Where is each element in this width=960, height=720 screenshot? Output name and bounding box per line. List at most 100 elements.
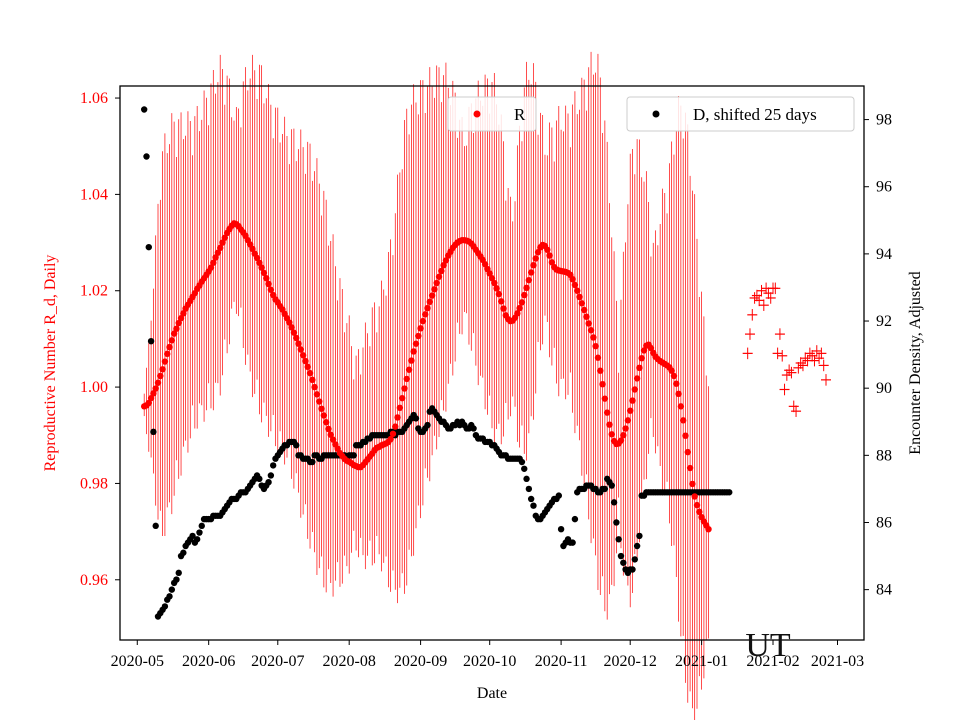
r-point <box>705 526 712 533</box>
r-point <box>327 431 334 438</box>
r-extended-point <box>774 328 785 340</box>
d-point <box>726 489 733 496</box>
legend-r: R <box>447 96 537 132</box>
d-point <box>615 536 622 543</box>
y-right-tick-label: 90 <box>876 380 892 397</box>
y-right-tick-label: 96 <box>876 179 892 196</box>
r-point <box>311 383 318 391</box>
r-extended-point <box>777 349 788 362</box>
d-point <box>569 539 576 546</box>
r-point <box>157 372 164 380</box>
x-tick-label: 2020-05 <box>111 653 164 670</box>
r-extended-point <box>820 374 831 386</box>
r-point <box>689 480 696 488</box>
r-point <box>670 372 678 380</box>
r-extended-point <box>754 294 765 307</box>
r-extended-point <box>779 383 790 396</box>
r-point <box>304 363 311 371</box>
y-left-tick-label: 1.06 <box>80 90 108 107</box>
legend-r-box <box>447 96 537 132</box>
r-point <box>295 340 302 347</box>
d-point <box>196 529 203 536</box>
y-left-axis-ticks: 0.96 0.98 1.00 1.02 1.04 1.06 <box>80 90 120 589</box>
d-point <box>140 106 148 113</box>
r-extended-point <box>786 366 797 379</box>
r-point <box>313 391 321 398</box>
r-point <box>587 327 595 334</box>
r-extended-point <box>788 400 799 413</box>
r-extended-point <box>797 359 808 372</box>
r-point <box>265 280 272 288</box>
r-point <box>594 354 602 361</box>
r-point <box>592 342 599 350</box>
r-extended-point <box>811 345 822 357</box>
r-point <box>500 305 507 312</box>
r-point <box>256 259 263 266</box>
r-extended-point <box>770 282 781 295</box>
r-point <box>622 425 629 432</box>
r-point <box>601 395 609 402</box>
r-point <box>403 375 410 383</box>
d-point <box>161 603 169 610</box>
r-point <box>576 293 583 301</box>
r-point <box>677 403 685 410</box>
y-left-tick-label: 0.98 <box>80 475 108 492</box>
r-point <box>159 366 166 373</box>
d-point <box>555 492 562 499</box>
d-point <box>267 472 275 479</box>
d-point <box>293 442 300 449</box>
legend-r-marker <box>473 110 481 118</box>
x-axis-label: Date <box>477 685 507 702</box>
series-r-points <box>140 220 712 533</box>
r-point <box>177 314 185 322</box>
x-tick-label: 2020-09 <box>394 653 447 670</box>
d-point <box>173 576 180 583</box>
r-point <box>647 344 655 352</box>
r-point <box>405 366 413 373</box>
r-point <box>401 385 408 392</box>
r-extended-point <box>772 347 783 360</box>
r-point <box>426 298 434 306</box>
d-point <box>617 552 625 560</box>
d-point <box>145 243 152 251</box>
r-point <box>288 324 295 331</box>
r-point <box>161 358 169 365</box>
d-point <box>571 515 579 523</box>
r-point <box>166 343 173 351</box>
r-point <box>302 357 309 365</box>
d-point <box>350 452 357 459</box>
d-point <box>180 549 187 556</box>
r-point <box>682 432 689 439</box>
r-point <box>603 409 611 416</box>
d-point <box>168 586 176 593</box>
x-tick-label: 2020-12 <box>604 653 657 670</box>
d-point <box>601 485 609 493</box>
r-point <box>299 352 307 359</box>
r-point <box>293 334 300 342</box>
r-extended-point <box>749 292 760 304</box>
d-point <box>166 593 173 600</box>
d-point <box>530 502 537 509</box>
r-point <box>309 376 316 384</box>
r-point <box>396 404 404 412</box>
r-extended-point <box>818 359 829 372</box>
r-point <box>523 284 530 292</box>
r-point <box>696 508 703 516</box>
y-left-tick-label: 1.02 <box>80 283 108 300</box>
r-point <box>498 298 505 305</box>
r-point <box>424 304 431 312</box>
d-point <box>189 532 196 540</box>
r-point <box>221 234 229 241</box>
r-point <box>638 354 645 362</box>
legend-r-label: R <box>514 105 526 124</box>
d-point <box>525 485 533 493</box>
d-point <box>424 421 431 429</box>
error-bands <box>143 51 709 720</box>
d-point <box>636 532 643 540</box>
x-axis-ticks: 2020-05 2020-06 2020-07 2020-08 2020-09 2020-… <box>111 640 864 670</box>
r-extended-point <box>814 352 825 364</box>
r-extended-point <box>793 362 804 374</box>
r-point <box>571 281 579 289</box>
d-point <box>309 458 316 466</box>
r-point <box>668 367 675 374</box>
